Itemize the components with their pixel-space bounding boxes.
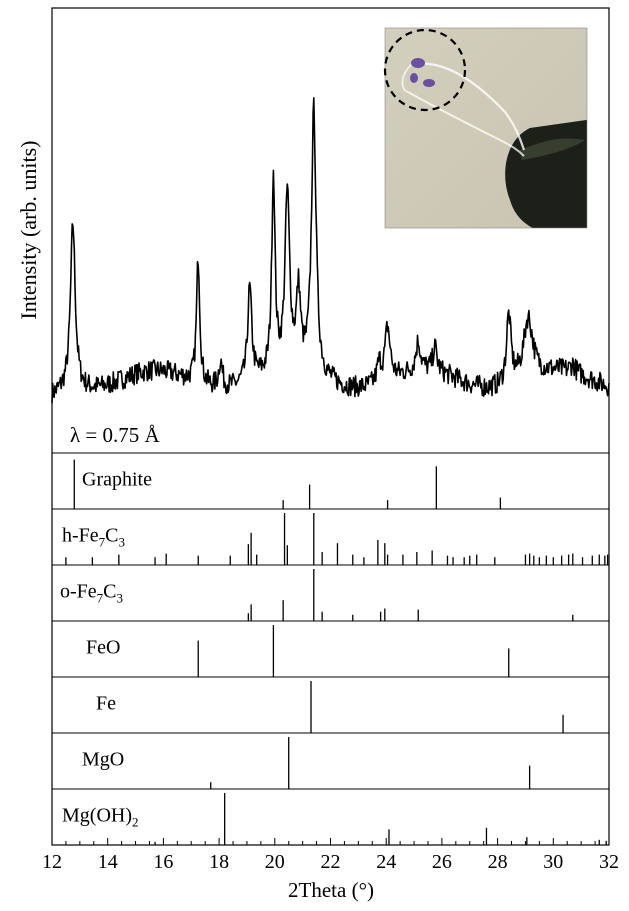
inset-border xyxy=(384,27,588,229)
inset-photo xyxy=(385,28,587,228)
holder-highlight xyxy=(520,138,585,160)
phase-label: FeO xyxy=(86,636,120,658)
x-tick-label: 16 xyxy=(153,851,173,873)
phase-panel: o-Fe7C3 xyxy=(52,564,609,621)
phase-label-part: C xyxy=(103,580,116,602)
phase-label: Mg(OH)2 xyxy=(62,804,139,829)
x-tick-label: 30 xyxy=(543,851,563,873)
phase-label-part: o-Fe xyxy=(60,580,97,602)
phase-label: MgO xyxy=(82,748,124,770)
x-tick-label: 14 xyxy=(98,851,118,873)
phase-label: Graphite xyxy=(82,468,152,490)
xrd-pattern-line xyxy=(51,97,610,404)
phase-label-subscript: 7 xyxy=(99,534,106,549)
x-tick-label: 26 xyxy=(432,851,452,873)
phase-panel: Graphite xyxy=(73,459,502,509)
sample-grain xyxy=(411,58,425,68)
x-tick-label: 32 xyxy=(599,851,619,873)
x-tick-label: 22 xyxy=(321,851,341,873)
phase-panel: Mg(OH)2 xyxy=(52,788,609,845)
wavelength-annotation: λ = 0.75 Å xyxy=(70,423,161,447)
sample-grain xyxy=(410,73,418,83)
x-tick-label: 20 xyxy=(265,851,285,873)
x-tick-label: 28 xyxy=(488,851,508,873)
sample-photo-inset xyxy=(383,27,588,229)
phase-label: Fe xyxy=(96,692,116,714)
phase-label-part: Mg(OH) xyxy=(62,804,132,826)
y-axis-label: Intensity (arb. units) xyxy=(16,140,41,319)
phase-panel: MgO xyxy=(52,732,609,789)
diffraction-plot xyxy=(51,97,610,404)
fiber-loop-top xyxy=(411,62,526,151)
phase-label-subscript: 3 xyxy=(119,534,126,549)
fiber-loop-bottom xyxy=(407,91,525,157)
phase-panel: Fe xyxy=(52,676,609,733)
x-axis-label: 2Theta (°) xyxy=(288,878,374,902)
phase-label-part: h-Fe xyxy=(62,524,99,546)
phase-label-subscript: 7 xyxy=(97,590,104,605)
x-tick-label: 24 xyxy=(376,851,396,873)
x-tick-label: 18 xyxy=(209,851,229,873)
axes-group: 12 14 16 18 20 22 24 26 28 30 32 xyxy=(42,7,619,873)
phase-panel: h-Fe7C3 xyxy=(52,508,609,565)
phase-panel: FeO xyxy=(52,620,609,677)
phase-label: h-Fe7C3 xyxy=(62,524,125,549)
phase-label-subscript: 2 xyxy=(132,814,139,829)
fiber-loop-end xyxy=(401,63,413,93)
phase-label-subscript: 3 xyxy=(117,590,124,605)
phase-label: o-Fe7C3 xyxy=(60,580,123,605)
dashed-circle-outline xyxy=(383,28,467,112)
sample-grain xyxy=(423,79,435,87)
x-tick-label: 12 xyxy=(42,851,62,873)
phase-label-part: C xyxy=(105,524,118,546)
